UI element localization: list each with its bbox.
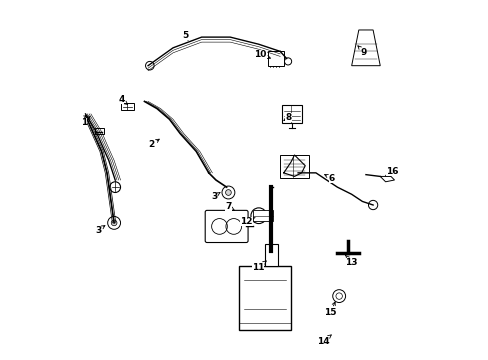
Bar: [267, 51, 283, 66]
Text: 11: 11: [251, 261, 266, 272]
Circle shape: [332, 290, 345, 302]
Text: 10: 10: [254, 50, 270, 59]
Text: 8: 8: [283, 113, 291, 122]
Text: 7: 7: [225, 202, 234, 211]
Bar: [239, 266, 290, 330]
Circle shape: [265, 248, 276, 258]
Text: 15: 15: [324, 302, 336, 318]
Circle shape: [250, 208, 266, 224]
Circle shape: [111, 220, 117, 226]
Text: 14: 14: [316, 335, 331, 346]
Text: 16: 16: [385, 167, 398, 176]
Text: 3: 3: [95, 225, 105, 234]
Text: 6: 6: [324, 174, 334, 183]
Text: 4: 4: [118, 95, 127, 104]
Text: 2: 2: [148, 139, 159, 149]
Polygon shape: [351, 30, 380, 66]
Bar: [121, 103, 134, 111]
Text: 3: 3: [211, 192, 220, 201]
Text: 12: 12: [240, 217, 255, 226]
Polygon shape: [380, 176, 394, 182]
Bar: [280, 155, 308, 178]
Text: 1: 1: [81, 117, 90, 127]
Circle shape: [225, 190, 231, 195]
Bar: [264, 244, 277, 266]
Text: 9: 9: [357, 46, 366, 57]
Bar: [95, 128, 104, 134]
Bar: [282, 105, 301, 123]
Bar: [253, 210, 272, 221]
Text: 13: 13: [345, 256, 357, 267]
FancyBboxPatch shape: [205, 210, 247, 243]
Text: 5: 5: [182, 31, 188, 40]
